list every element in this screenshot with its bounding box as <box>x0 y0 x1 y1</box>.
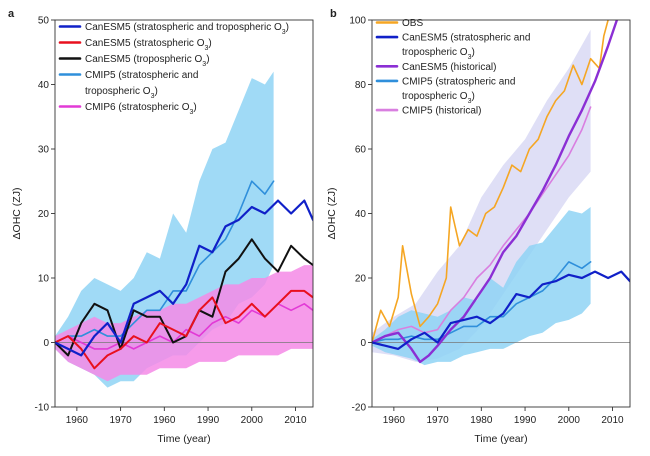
legend-label: tropospheric O3) <box>402 91 475 105</box>
legend-label: CMIP5 (historical) <box>402 106 481 117</box>
y-tick-label: -20 <box>352 403 367 414</box>
x-tick-label: 1960 <box>383 415 406 426</box>
series-line-3 <box>55 289 313 370</box>
x-tick-label: 1970 <box>109 415 132 426</box>
range-band-1 <box>372 207 591 366</box>
series-line-4 <box>55 199 313 357</box>
legend-label: CanESM5 (stratospheric and tropospheric … <box>85 22 289 36</box>
legend-label: OBS <box>402 18 423 29</box>
series-line-4 <box>372 270 630 350</box>
legend: CanESM5 (stratospheric and tropospheric … <box>58 22 289 116</box>
series-line-0 <box>372 20 609 344</box>
legend-label: CanESM5 (tropospheric O3) <box>85 54 210 68</box>
y-tick-label: 30 <box>38 145 50 156</box>
series-line-1 <box>372 106 592 344</box>
y-tick-label: -10 <box>35 403 50 414</box>
x-tick-label: 2000 <box>558 415 581 426</box>
x-tick-label: 1960 <box>66 415 89 426</box>
y-tick-label: 0 <box>360 338 366 349</box>
y-tick-label: 60 <box>355 145 367 156</box>
y-tick-label: 40 <box>355 209 367 220</box>
legend-label: CMIP5 (stratospheric and <box>85 70 198 81</box>
y-tick-label: 80 <box>355 80 367 91</box>
series-line-2 <box>372 261 592 344</box>
x-tick-label: 2010 <box>601 415 624 426</box>
panel-letter: a <box>8 8 15 20</box>
x-tick-label: 1990 <box>514 415 537 426</box>
y-tick-label: 50 <box>38 16 50 27</box>
plot-area <box>372 20 630 366</box>
y-tick-label: 20 <box>38 209 50 220</box>
legend-label: CanESM5 (historical) <box>402 62 496 73</box>
x-tick-label: 2000 <box>241 415 264 426</box>
y-tick-label: 10 <box>38 274 50 285</box>
x-tick-label: 1980 <box>470 415 493 426</box>
legend-label: CanESM5 (stratospheric O3) <box>85 38 212 52</box>
series-line-0 <box>55 180 275 344</box>
x-tick-label: 1960 <box>153 415 176 426</box>
legend-label: CMIP6 (stratospheric O3) <box>85 102 197 116</box>
legend-label: tropospheric O3) <box>402 47 475 61</box>
legend-label: CMIP5 (stratospheric and <box>402 76 515 87</box>
y-tick-label: 0 <box>43 338 49 349</box>
legend-label: tropospheric O3) <box>85 86 158 100</box>
x-tick-label: 1970 <box>426 415 449 426</box>
x-tick-label: 1990 <box>197 415 220 426</box>
y-axis-label: ΔOHC (ZJ) <box>11 188 23 240</box>
range-band-1 <box>55 265 313 382</box>
series-line-3 <box>372 20 619 364</box>
x-tick-label: 2010 <box>284 415 307 426</box>
x-axis-label: Time (year) <box>157 433 210 445</box>
plot-area <box>55 71 313 388</box>
y-tick-label: 20 <box>355 274 367 285</box>
legend-label: CanESM5 (stratospheric and <box>402 33 530 44</box>
x-axis-label: Time (year) <box>474 433 527 445</box>
y-tick-label: 100 <box>349 16 366 27</box>
panel-b: 1960 1970 1980 1990 2000 2010 -20 0 20 40 60 80 100 T… <box>326 8 631 445</box>
panel-a: 1960 1970 1960 1990 2000 2010 -10 0 10 20 30 40 50 Ti… <box>8 8 314 445</box>
panel-letter: b <box>330 8 337 20</box>
y-tick-label: 40 <box>38 80 50 91</box>
y-axis-label: ΔOHC (ZJ) <box>326 188 338 240</box>
legend: OBS CanESM5 (stratospheric and tropospheri… <box>375 18 530 117</box>
